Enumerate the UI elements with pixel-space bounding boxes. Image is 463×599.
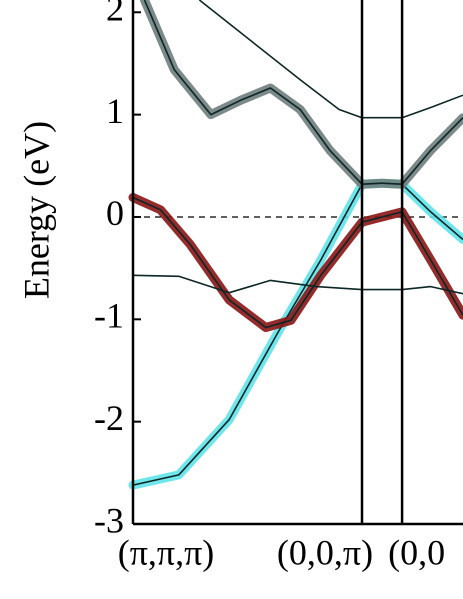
band-line: [143, 0, 463, 185]
y-tick-label: 0: [106, 193, 124, 233]
x-tick-label: (0,0,π): [277, 532, 373, 572]
band-line: [132, 274, 463, 295]
x-tick-label: (π,π,π): [118, 532, 215, 572]
y-tick-label: 2: [106, 0, 124, 29]
band-line: [132, 196, 463, 329]
x-tick-label: (0,0: [388, 532, 445, 572]
y-tick-label: 1: [106, 91, 124, 131]
y-axis-label: Energy (eV): [16, 121, 56, 299]
y-tick-label: -1: [94, 296, 124, 336]
y-tick-label: -3: [94, 500, 124, 540]
band-line: [132, 182, 463, 486]
y-tick-label: -2: [94, 398, 124, 438]
